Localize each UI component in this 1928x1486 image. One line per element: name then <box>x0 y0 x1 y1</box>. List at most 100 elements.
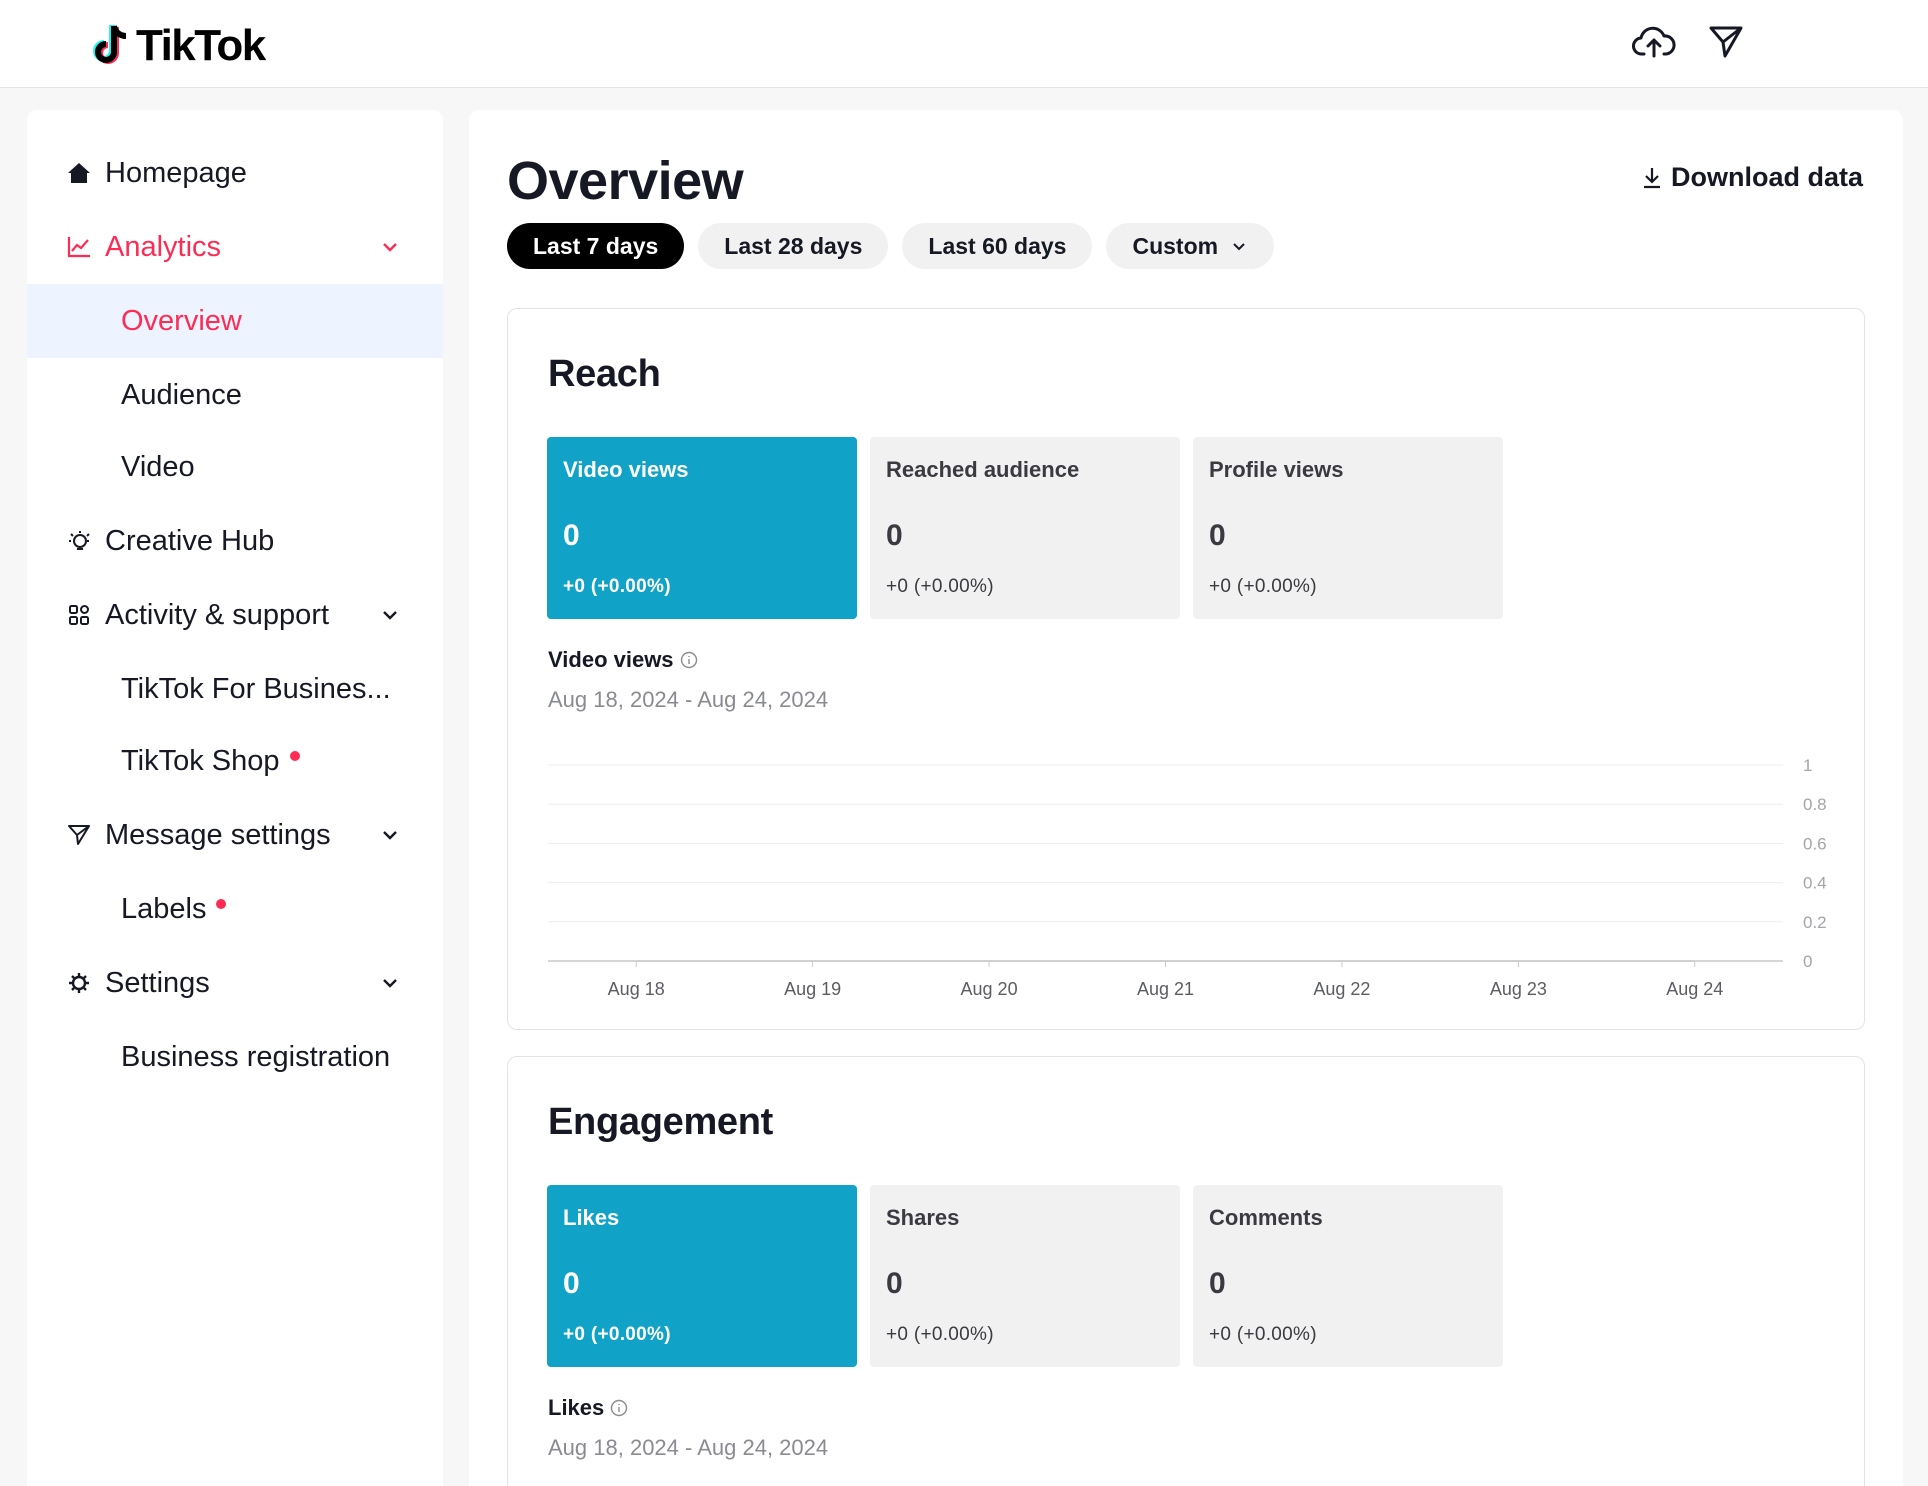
y-tick-label: 0 <box>1803 952 1812 971</box>
metric-change: +0 (+0.00%) <box>563 576 671 597</box>
chart-date-range: Aug 18, 2024 - Aug 24, 2024 <box>548 687 829 712</box>
video-views-chart: 1 0.8 0.6 0.4 0.2 0 Aug 18 Aug 19 Aug 20 Aug 21 Au… <box>548 756 1827 999</box>
sidebar-item-overview[interactable]: Overview <box>27 284 443 358</box>
info-icon[interactable] <box>610 1399 628 1417</box>
metric-value: 0 <box>1209 519 1226 552</box>
brand-name: TikTok <box>136 21 266 70</box>
metric-label: Reached audience <box>886 457 1080 482</box>
metric-video-views[interactable]: Video views 0 +0 (+0.00%) <box>547 437 857 619</box>
tab-label: Last 7 days <box>533 232 659 259</box>
metric-change: +0 (+0.00%) <box>1209 576 1317 597</box>
chevron-down-icon <box>383 611 397 620</box>
metric-label: Video views <box>563 457 689 482</box>
tab-last-28-days[interactable]: Last 28 days <box>698 223 889 269</box>
download-icon <box>1643 167 1660 188</box>
sidebar-item-message-settings[interactable]: Message settings <box>27 798 443 872</box>
x-tick-label: Aug 24 <box>1666 979 1723 999</box>
reach-title: Reach <box>548 353 661 395</box>
x-tick-label: Aug 22 <box>1313 979 1370 999</box>
chevron-down-icon <box>383 979 397 988</box>
sidebar-item-label: Video <box>121 450 195 483</box>
date-range-tabs: Last 7 days Last 28 days Last 60 days Cu… <box>507 223 1275 269</box>
sidebar-item-label: Labels <box>121 892 207 925</box>
notification-dot <box>289 750 300 761</box>
chart-title-text: Likes <box>548 1395 605 1420</box>
metric-change: +0 (+0.00%) <box>563 1324 671 1345</box>
tab-last-7-days[interactable]: Last 7 days <box>507 223 685 269</box>
sidebar-item-label: Homepage <box>105 156 247 189</box>
metric-value: 0 <box>886 519 903 552</box>
y-tick-label: 0.2 <box>1803 913 1827 932</box>
sidebar-item-activity-support[interactable]: Activity & support <box>27 578 443 652</box>
sidebar-item-analytics[interactable]: Analytics <box>27 210 443 284</box>
notification-dot <box>216 898 227 909</box>
metric-comments[interactable]: Comments 0 +0 (+0.00%) <box>1193 1185 1503 1367</box>
chevron-down-icon <box>1233 243 1245 251</box>
metric-label: Profile views <box>1209 457 1344 482</box>
metric-value: 0 <box>563 1267 580 1300</box>
home-icon <box>65 159 93 187</box>
sidebar-item-label: Settings <box>105 966 210 999</box>
metric-value: 0 <box>563 519 580 552</box>
sidebar: Homepage Analytics Overview Audience Vid… <box>27 110 443 1486</box>
metric-value: 0 <box>1209 1267 1226 1300</box>
tab-label: Last 60 days <box>928 232 1067 259</box>
download-data-button[interactable]: Download data <box>1641 162 1863 193</box>
upload-cloud-icon[interactable] <box>1630 18 1678 66</box>
sidebar-item-settings[interactable]: Settings <box>27 946 443 1020</box>
sidebar-item-tiktok-for-business[interactable]: TikTok For Busines... <box>27 652 443 726</box>
chevron-down-icon <box>383 243 397 252</box>
chart-title: Likes <box>548 1395 628 1421</box>
lightbulb-icon <box>65 527 93 555</box>
metric-shares[interactable]: Shares 0 +0 (+0.00%) <box>870 1185 1180 1367</box>
chart-title-text: Video views <box>548 647 674 672</box>
metric-label: Shares <box>886 1205 960 1230</box>
metric-change: +0 (+0.00%) <box>1209 1324 1317 1345</box>
sidebar-item-homepage[interactable]: Homepage <box>27 136 443 210</box>
tab-label: Last 28 days <box>724 232 863 259</box>
metric-profile-views[interactable]: Profile views 0 +0 (+0.00%) <box>1193 437 1503 619</box>
tab-custom[interactable]: Custom <box>1106 223 1275 269</box>
chart-date-range: Aug 18, 2024 - Aug 24, 2024 <box>548 1435 829 1460</box>
grid-icon <box>65 601 93 629</box>
top-bar: TikTok <box>0 0 1928 88</box>
tab-label: Custom <box>1132 232 1219 259</box>
y-tick-label: 0.8 <box>1803 795 1827 814</box>
download-data-label: Download data <box>1670 162 1863 192</box>
metric-reached-audience[interactable]: Reached audience 0 +0 (+0.00%) <box>870 437 1180 619</box>
metric-label: Comments <box>1209 1205 1323 1230</box>
x-tick-label: Aug 19 <box>784 979 841 999</box>
chevron-down-icon <box>383 831 397 840</box>
sidebar-item-label: Message settings <box>105 818 331 851</box>
info-icon[interactable] <box>680 651 698 669</box>
sidebar-item-label: Overview <box>121 304 242 337</box>
sidebar-item-label: Activity & support <box>105 598 330 631</box>
sidebar-item-business-registration[interactable]: Business registration <box>27 1020 443 1094</box>
engagement-title: Engagement <box>548 1101 774 1143</box>
tiktok-logo[interactable]: TikTok <box>92 20 266 72</box>
metric-change: +0 (+0.00%) <box>886 1324 994 1345</box>
engagement-card: Engagement Likes 0 +0 (+0.00%) Shares 0 … <box>507 1056 1865 1486</box>
metric-change: +0 (+0.00%) <box>886 576 994 597</box>
reach-card: Reach Video views 0 +0 (+0.00%) Reached … <box>507 308 1865 1030</box>
sidebar-item-label: Business registration <box>121 1040 391 1073</box>
send-icon[interactable] <box>1702 18 1750 66</box>
page-title: Overview <box>507 151 744 211</box>
sidebar-item-label: TikTok Shop <box>121 744 280 777</box>
sidebar-item-creative-hub[interactable]: Creative Hub <box>27 504 443 578</box>
main-panel: Overview Download data Last 7 days Last … <box>469 110 1903 1486</box>
chart-title: Video views <box>548 647 698 673</box>
x-tick-label: Aug 23 <box>1490 979 1547 999</box>
tiktok-note-icon <box>93 25 127 64</box>
metric-label: Likes <box>563 1205 620 1230</box>
metric-likes[interactable]: Likes 0 +0 (+0.00%) <box>547 1185 857 1367</box>
sidebar-item-label: Creative Hub <box>105 524 275 557</box>
sidebar-item-label: Audience <box>121 378 242 411</box>
sidebar-item-audience[interactable]: Audience <box>27 358 443 432</box>
sidebar-item-label: TikTok For Busines... <box>121 672 391 705</box>
sidebar-item-video[interactable]: Video <box>27 430 443 504</box>
x-tick-label: Aug 18 <box>608 979 665 999</box>
sidebar-item-labels[interactable]: Labels <box>27 872 443 946</box>
tab-last-60-days[interactable]: Last 60 days <box>902 223 1093 269</box>
sidebar-item-tiktok-shop[interactable]: TikTok Shop <box>27 724 443 798</box>
